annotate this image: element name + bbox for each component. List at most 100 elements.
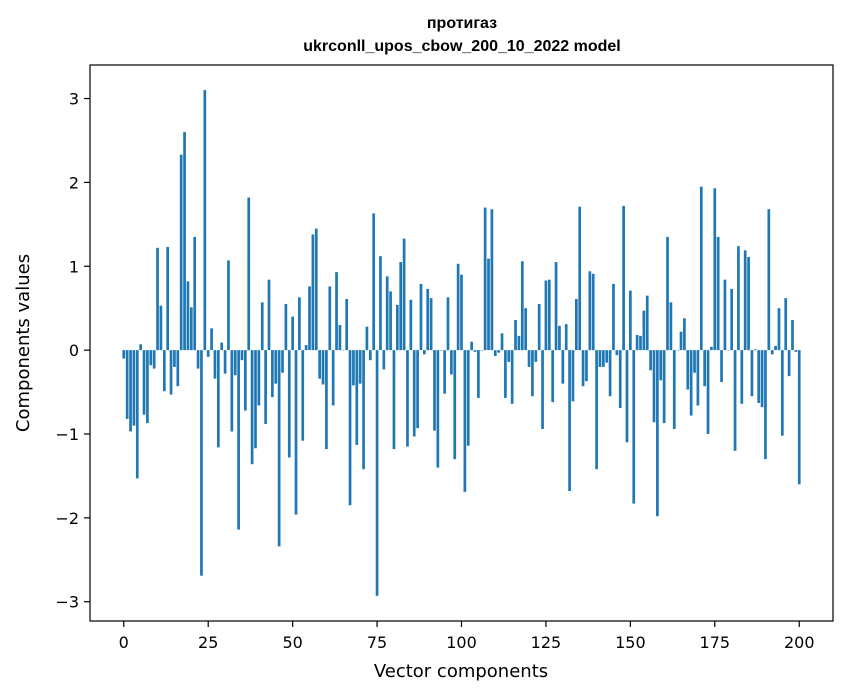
bar (368, 350, 372, 361)
bar (169, 350, 173, 395)
bar (578, 206, 582, 351)
bar (352, 350, 355, 386)
bar (321, 350, 325, 385)
bar (497, 350, 501, 353)
bar (122, 350, 126, 359)
bar (493, 350, 497, 356)
bar (750, 350, 754, 397)
bar (135, 350, 139, 479)
bar (244, 350, 247, 411)
bar (568, 350, 571, 492)
bar (598, 350, 602, 367)
bar (504, 350, 507, 398)
bar (730, 288, 734, 351)
bar (689, 350, 693, 416)
bar (206, 350, 210, 357)
bar (362, 350, 365, 470)
bar (794, 350, 798, 352)
bar (490, 209, 494, 351)
bar (264, 350, 267, 424)
bar (277, 350, 281, 547)
bar (345, 298, 349, 351)
bar (301, 350, 305, 441)
bar (220, 342, 224, 351)
bar (470, 341, 473, 351)
bar (585, 350, 588, 382)
bar (189, 307, 193, 351)
y-tick-label: −2 (55, 509, 79, 528)
bar (382, 350, 386, 370)
bar (294, 350, 298, 515)
bar (703, 350, 707, 387)
bar (419, 283, 423, 351)
bar (537, 304, 541, 351)
bar (608, 350, 612, 397)
bar (527, 350, 531, 367)
bar (477, 350, 480, 398)
bar (125, 350, 129, 419)
x-tick-label: 175 (700, 633, 731, 652)
bar (216, 350, 220, 448)
bar (375, 350, 379, 596)
bar (392, 350, 396, 450)
bar (254, 350, 257, 449)
bar (139, 344, 143, 351)
bar (591, 273, 595, 351)
bar (389, 291, 392, 351)
bar (706, 350, 710, 434)
bar (737, 246, 740, 351)
bar (422, 350, 426, 355)
bar (162, 350, 166, 392)
bar (544, 280, 548, 351)
bar (466, 350, 470, 446)
bar (622, 205, 625, 351)
bar (173, 350, 176, 367)
bar (740, 350, 744, 404)
bar (196, 350, 200, 369)
bar (274, 350, 278, 384)
bar (358, 350, 362, 384)
bar (672, 350, 676, 429)
y-tick-label: 3 (69, 90, 79, 109)
bar (760, 350, 764, 408)
bar (230, 350, 234, 432)
bar (652, 350, 656, 423)
bar (250, 350, 254, 465)
y-tick-label: −1 (55, 425, 79, 444)
x-axis-ticks: 0 25 50 75 100 125 150 175 200 (119, 621, 815, 652)
bar (402, 238, 406, 351)
bar (287, 350, 291, 458)
bar (446, 297, 450, 351)
bar (372, 213, 376, 351)
bar (787, 350, 791, 377)
bar (753, 349, 757, 351)
bar (460, 274, 463, 351)
bar (791, 319, 794, 351)
bar (510, 350, 514, 404)
bar (520, 261, 524, 351)
bar (247, 197, 251, 351)
bar (534, 350, 538, 362)
bar (551, 350, 555, 403)
bar (267, 279, 271, 351)
bar (784, 298, 788, 351)
bar (233, 350, 237, 376)
bar (541, 350, 544, 429)
bar (615, 350, 619, 356)
bar (257, 350, 261, 406)
bar (666, 236, 669, 351)
bar (399, 262, 403, 351)
bar (514, 319, 517, 351)
y-axis-ticks: −3 −2 −1 0 1 2 3 (55, 90, 90, 612)
bar (720, 350, 723, 382)
chart-title-line-2: ukrconll_upos_cbow_200_10_2022 model (303, 38, 620, 55)
bar (193, 236, 197, 351)
x-tick-label: 0 (119, 633, 129, 652)
x-tick-label: 125 (531, 633, 562, 652)
bar (588, 271, 592, 351)
bar (770, 350, 774, 355)
bar (142, 350, 146, 415)
bar (639, 335, 642, 351)
bar (595, 350, 598, 470)
